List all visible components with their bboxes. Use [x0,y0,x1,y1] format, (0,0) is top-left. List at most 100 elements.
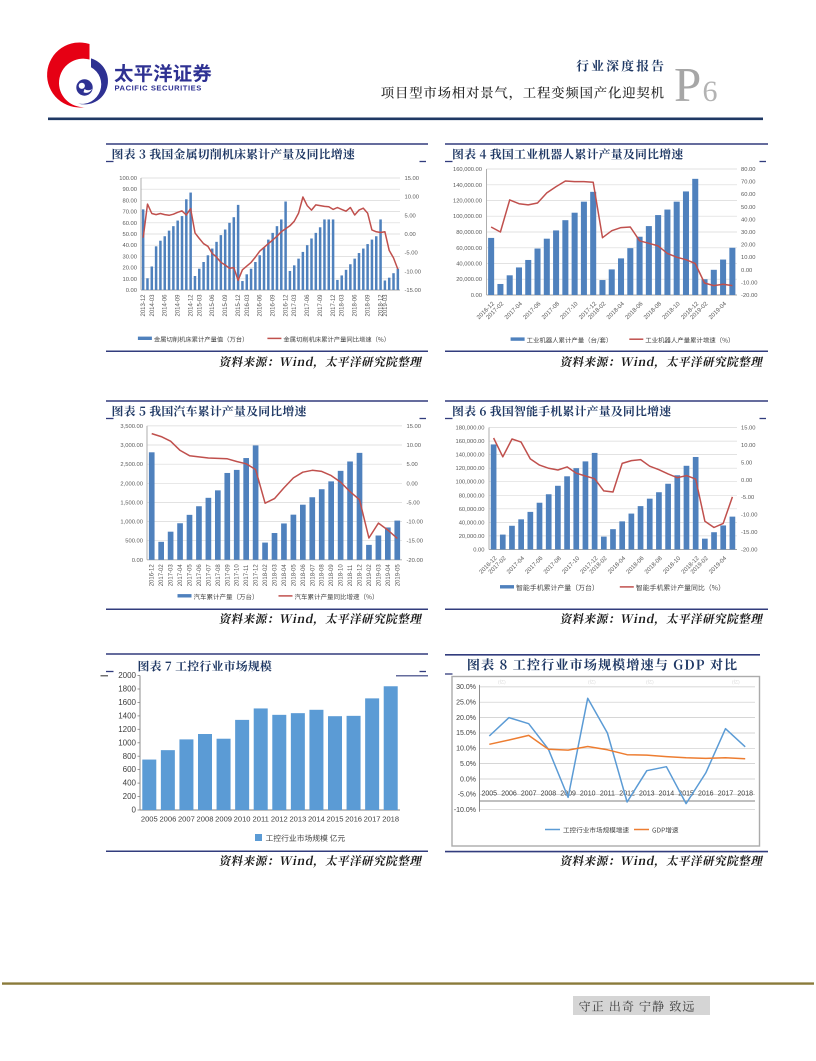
svg-text:2017-09: 2017-09 [318,294,324,317]
svg-text:2007: 2007 [178,815,195,824]
svg-text:0.00: 0.00 [741,268,752,274]
svg-text:120,000.00: 120,000.00 [455,466,484,472]
svg-text:5.00: 5.00 [741,460,752,466]
svg-text:10.00: 10.00 [741,255,756,261]
svg-text:40.00: 40.00 [122,243,137,249]
svg-text:100,000.00: 100,000.00 [455,480,484,486]
svg-text:2019-03: 2019-03 [376,564,382,587]
svg-text:-10.0%: -10.0% [454,807,476,814]
svg-text:800: 800 [123,752,137,761]
svg-text:2,000.00: 2,000.00 [120,481,143,487]
svg-text:2014-09: 2014-09 [176,294,182,317]
svg-text:2009: 2009 [215,815,232,824]
svg-text:0.00: 0.00 [405,232,416,238]
svg-text:2017-06: 2017-06 [197,564,203,587]
svg-text:2013-12: 2013-12 [141,294,147,317]
svg-text:2017-12: 2017-12 [331,294,337,317]
svg-text:2017-07: 2017-07 [206,564,212,587]
svg-text:30.00: 30.00 [741,230,756,236]
svg-text:70.00: 70.00 [122,210,137,216]
svg-text:2018-12: 2018-12 [358,564,364,587]
svg-text:2018-07: 2018-07 [310,564,316,587]
svg-text:2017-10: 2017-10 [235,564,241,587]
svg-text:60,000.00: 60,000.00 [456,246,482,252]
svg-text:P: P [674,57,701,112]
svg-text:2018-09: 2018-09 [329,564,335,587]
svg-text:-15.00: -15.00 [741,530,757,536]
svg-text:70.00: 70.00 [741,180,756,186]
svg-text:80.00: 80.00 [741,167,756,173]
svg-text:2018-03: 2018-03 [340,294,346,317]
svg-text:2017: 2017 [364,815,381,824]
svg-text:60.00: 60.00 [741,192,756,198]
svg-text:60,000.00: 60,000.00 [459,507,485,513]
svg-text:2,500.00: 2,500.00 [120,462,143,468]
svg-text:400: 400 [123,779,137,788]
svg-text:15.0%: 15.0% [456,730,476,737]
svg-text:2017-06: 2017-06 [305,294,311,317]
svg-text:-5.00: -5.00 [407,500,420,506]
svg-text:2011: 2011 [600,791,615,798]
svg-text:3,500.00: 3,500.00 [120,424,143,430]
svg-text:2005: 2005 [141,815,158,824]
svg-text:-10.00: -10.00 [405,269,421,275]
svg-text:-5.00: -5.00 [405,251,418,257]
svg-text:-20.00: -20.00 [407,558,423,564]
svg-text:0.00: 0.00 [132,558,143,564]
svg-text:20,000.00: 20,000.00 [456,277,482,283]
svg-text:2019-05: 2019-05 [395,564,401,587]
svg-text:2008: 2008 [197,815,214,824]
svg-text:500.00: 500.00 [125,539,143,545]
svg-text:20.00: 20.00 [741,243,756,249]
svg-text:2016: 2016 [698,791,714,798]
svg-text:2017-02: 2017-02 [159,564,165,587]
svg-text:40,000.00: 40,000.00 [456,262,482,268]
svg-text:0.00: 0.00 [741,478,752,484]
svg-text:2018-03: 2018-03 [273,564,279,587]
svg-text:2016-03: 2016-03 [245,294,251,317]
svg-text:(亿): (亿) [732,679,740,686]
svg-text:2018-12: 2018-12 [379,294,385,317]
svg-text:2000: 2000 [118,671,136,680]
svg-text:100.00: 100.00 [119,176,137,182]
svg-text:80,000.00: 80,000.00 [456,230,482,236]
svg-text:2015-03: 2015-03 [197,294,203,317]
svg-text:2019-04: 2019-04 [386,564,392,587]
svg-text:(亿): (亿) [646,679,654,686]
svg-text:-10.00: -10.00 [741,513,757,519]
svg-text:2006: 2006 [159,815,176,824]
svg-text:-20.00: -20.00 [741,548,757,554]
svg-text:2018: 2018 [382,815,399,824]
svg-text:2016-12: 2016-12 [150,564,156,587]
svg-text:2019-03: 2019-03 [383,294,389,317]
svg-text:160,000.00: 160,000.00 [453,167,482,173]
svg-text:2007: 2007 [521,791,537,798]
svg-text:2011: 2011 [253,815,269,824]
svg-text:50.00: 50.00 [741,205,756,211]
svg-text:2010: 2010 [580,791,596,798]
svg-text:1400: 1400 [118,712,136,721]
svg-text:100,000.00: 100,000.00 [453,214,482,220]
svg-text:0.00: 0.00 [126,288,137,294]
svg-text:25.0%: 25.0% [456,700,476,707]
svg-text:2017-03: 2017-03 [292,294,298,317]
svg-text:2017-05: 2017-05 [188,564,194,587]
svg-text:2017-11: 2017-11 [244,564,250,586]
svg-text:2012: 2012 [271,815,288,824]
svg-text:2017-04: 2017-04 [178,564,184,587]
svg-text:2014-12: 2014-12 [189,294,195,317]
svg-text:2013: 2013 [289,815,306,824]
svg-text:2018-06: 2018-06 [301,564,307,587]
svg-text:-20.00: -20.00 [741,293,757,299]
svg-text:1200: 1200 [118,725,136,734]
svg-text:2017-09: 2017-09 [225,564,231,587]
svg-text:2017-08: 2017-08 [216,564,222,587]
svg-text:2014: 2014 [308,815,325,824]
svg-text:1000: 1000 [118,738,136,747]
svg-text:2014-03: 2014-03 [150,294,156,317]
svg-text:20.00: 20.00 [122,266,137,272]
svg-text:30.00: 30.00 [122,254,137,260]
svg-text:30.0%: 30.0% [456,684,476,691]
svg-text:10.00: 10.00 [405,195,420,201]
svg-text:-5.0%: -5.0% [458,792,476,799]
